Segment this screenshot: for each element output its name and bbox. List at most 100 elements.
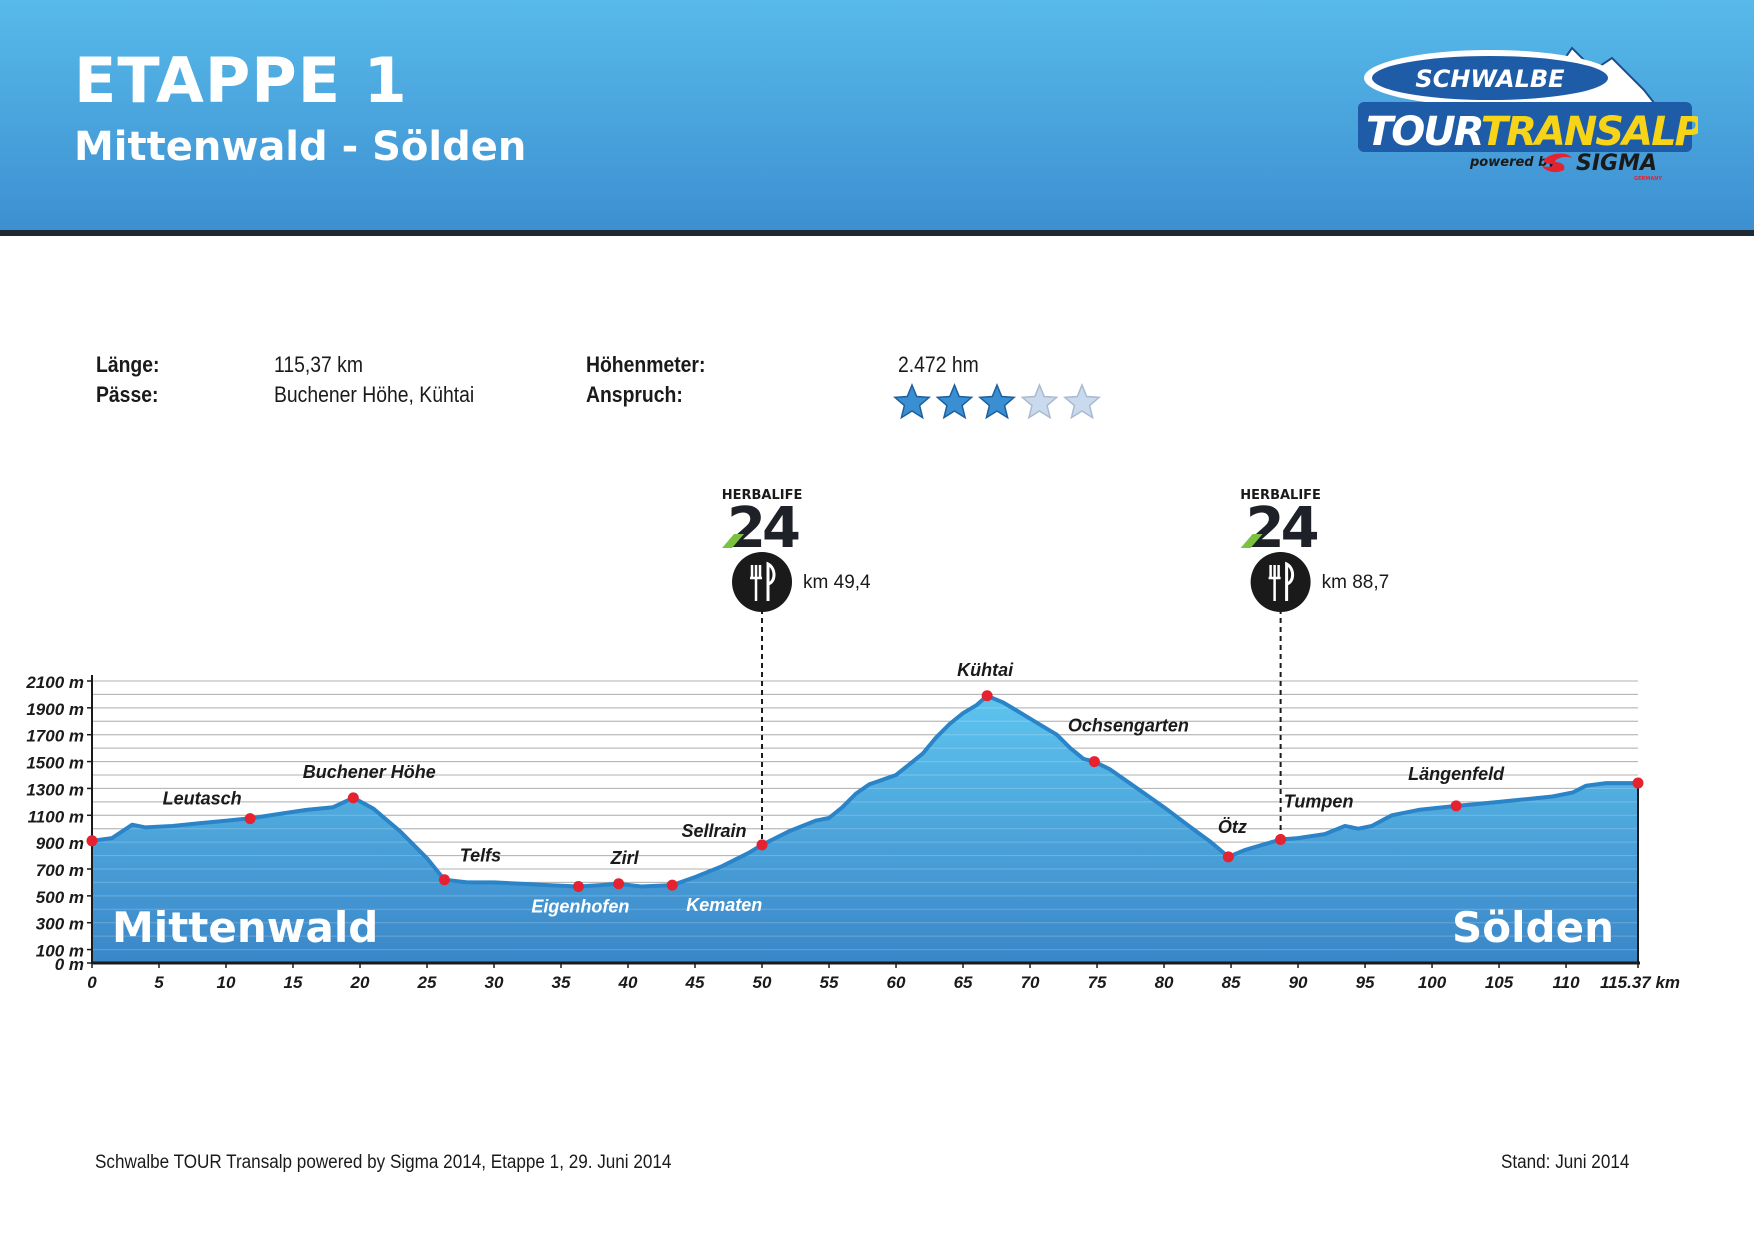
x-tick-label: 110 — [1552, 973, 1580, 992]
elevation-label: Höhenmeter: — [586, 352, 706, 377]
herbalife-number-text: 24 — [1246, 496, 1318, 561]
x-tick-label: 95 — [1356, 973, 1375, 992]
star-filled-icon — [978, 383, 1016, 420]
herbalife-accent — [1240, 534, 1263, 548]
knife-icon — [766, 561, 776, 601]
x-tick-label: 50 — [753, 973, 772, 992]
x-tick-label: 45 — [685, 973, 705, 992]
waypoint-label: Sellrain — [682, 821, 747, 841]
x-tick-label: 55 — [820, 973, 839, 992]
waypoint-label: Tumpen — [1284, 791, 1354, 811]
y-tick-label: 900 m — [36, 834, 84, 853]
stage-subtitle: Mittenwald - Sölden — [74, 124, 527, 170]
y-tick-label: 1500 m — [26, 754, 84, 773]
herbalife-brand-text: HERBALIFE — [722, 488, 803, 503]
finish-town-label: Sölden — [1452, 903, 1614, 952]
star-filled-icon — [935, 383, 974, 420]
start-town-label: Mittenwald — [112, 903, 378, 952]
y-tick-label: 700 m — [36, 861, 84, 880]
star-filled-icon — [893, 383, 931, 420]
herbalife-brand-text: HERBALIFE — [1240, 488, 1321, 503]
footer-date: Stand: Juni 2014 — [1501, 1152, 1630, 1173]
elevation-line — [91, 693, 1638, 889]
logo-powered-text: powered by — [1469, 155, 1556, 170]
waypoint-label: Ochsengarten — [1068, 716, 1189, 736]
x-tick-label: 10 — [217, 973, 236, 992]
x-tick-label: 35 — [552, 973, 571, 992]
waypoint-label: Kematen — [686, 895, 762, 915]
x-tick-label: 0 — [87, 973, 97, 992]
stage-title: ETAPPE 1 — [74, 44, 408, 117]
x-tick-label: 80 — [1155, 973, 1174, 992]
waypoint-label: Telfs — [460, 846, 501, 866]
tour-transalp-logo: SCHWALBE TOURTRANSALP powered by SIGMA G… — [1358, 46, 1698, 182]
fork-icon — [750, 565, 763, 601]
passes-label: Pässe: — [96, 382, 159, 407]
waypoint-marker — [1632, 777, 1644, 789]
x-tick-label: 5 — [154, 973, 164, 992]
x-tick-label: 30 — [485, 973, 504, 992]
feed-zone-km-label: km 49,4 — [803, 572, 871, 593]
feed-zone-icon — [732, 552, 793, 612]
logo-germany-text: GERMANY — [1634, 176, 1662, 182]
x-tick-label: 85 — [1222, 973, 1241, 992]
y-tick-label: 500 m — [36, 888, 84, 907]
feed-zone-km-label: km 88,7 — [1322, 572, 1390, 593]
y-tick-label: 1300 m — [26, 780, 84, 799]
x-tick-label: 20 — [350, 973, 370, 992]
passes-value: Buchener Höhe, Kühtai — [274, 382, 475, 407]
x-tick-label: 70 — [1021, 973, 1040, 992]
y-tick-label: 300 m — [36, 915, 84, 934]
waypoint-label: Ötz — [1218, 817, 1247, 837]
x-tick-label: 105 — [1485, 973, 1514, 992]
difficulty-stars — [893, 383, 1101, 420]
x-tick-label: 15 — [284, 973, 303, 992]
waypoint-marker — [1222, 851, 1234, 863]
logo-brand-text: SCHWALBE — [1415, 65, 1565, 93]
waypoint-marker — [438, 874, 450, 886]
waypoint-marker — [347, 792, 359, 804]
elevation-value: 2.472 hm — [898, 352, 979, 377]
feed-zone-icon — [1250, 552, 1311, 612]
x-tick-label: 25 — [417, 973, 437, 992]
elevation-area — [92, 695, 1638, 963]
x-tick-label: 90 — [1289, 973, 1308, 992]
star-empty-icon — [1063, 383, 1101, 420]
x-tick-label: 65 — [954, 973, 973, 992]
y-tick-label: 2100 m — [25, 673, 84, 692]
waypoint-label: Zirl — [610, 848, 640, 868]
waypoint-marker — [244, 813, 256, 825]
waypoint-marker — [981, 690, 993, 702]
logo-transalp-text: TRANSALP — [1481, 109, 1698, 155]
x-tick-label: 40 — [618, 973, 638, 992]
x-tick-label: 115.37 km — [1600, 973, 1680, 992]
herbalife-number-text: 24 — [727, 496, 799, 561]
waypoint-marker — [1088, 756, 1100, 768]
length-label: Länge: — [96, 352, 160, 377]
waypoint-marker — [613, 878, 625, 890]
waypoint-label: Längenfeld — [1408, 764, 1505, 784]
logo-sigma-text: SIGMA — [1576, 151, 1657, 176]
y-tick-label: 0 m — [55, 955, 84, 974]
y-tick-label: 1700 m — [26, 727, 84, 746]
waypoint-marker — [756, 839, 768, 851]
waypoint-marker — [572, 880, 584, 892]
herbalife-accent — [722, 534, 745, 548]
svg-text:TOURTRANSALP: TOURTRANSALP — [1366, 109, 1698, 155]
fork-icon — [1268, 565, 1281, 601]
x-tick-label: 100 — [1418, 973, 1447, 992]
y-tick-label: 100 m — [36, 942, 84, 961]
waypoint-marker — [666, 879, 678, 891]
y-tick-label: 1900 m — [26, 700, 84, 719]
y-tick-label: 1100 m — [28, 807, 84, 826]
logo-tour-text: TOUR — [1366, 109, 1482, 155]
star-empty-icon — [1020, 383, 1059, 420]
difficulty-label: Anspruch: — [586, 382, 683, 407]
header-divider — [0, 230, 1754, 236]
footer-credit: Schwalbe TOUR Transalp powered by Sigma … — [95, 1152, 672, 1173]
waypoint-marker — [86, 835, 98, 847]
waypoint-label: Buchener Höhe — [303, 762, 436, 782]
waypoint-marker — [1275, 833, 1287, 845]
waypoint-label: Leutasch — [163, 789, 242, 809]
